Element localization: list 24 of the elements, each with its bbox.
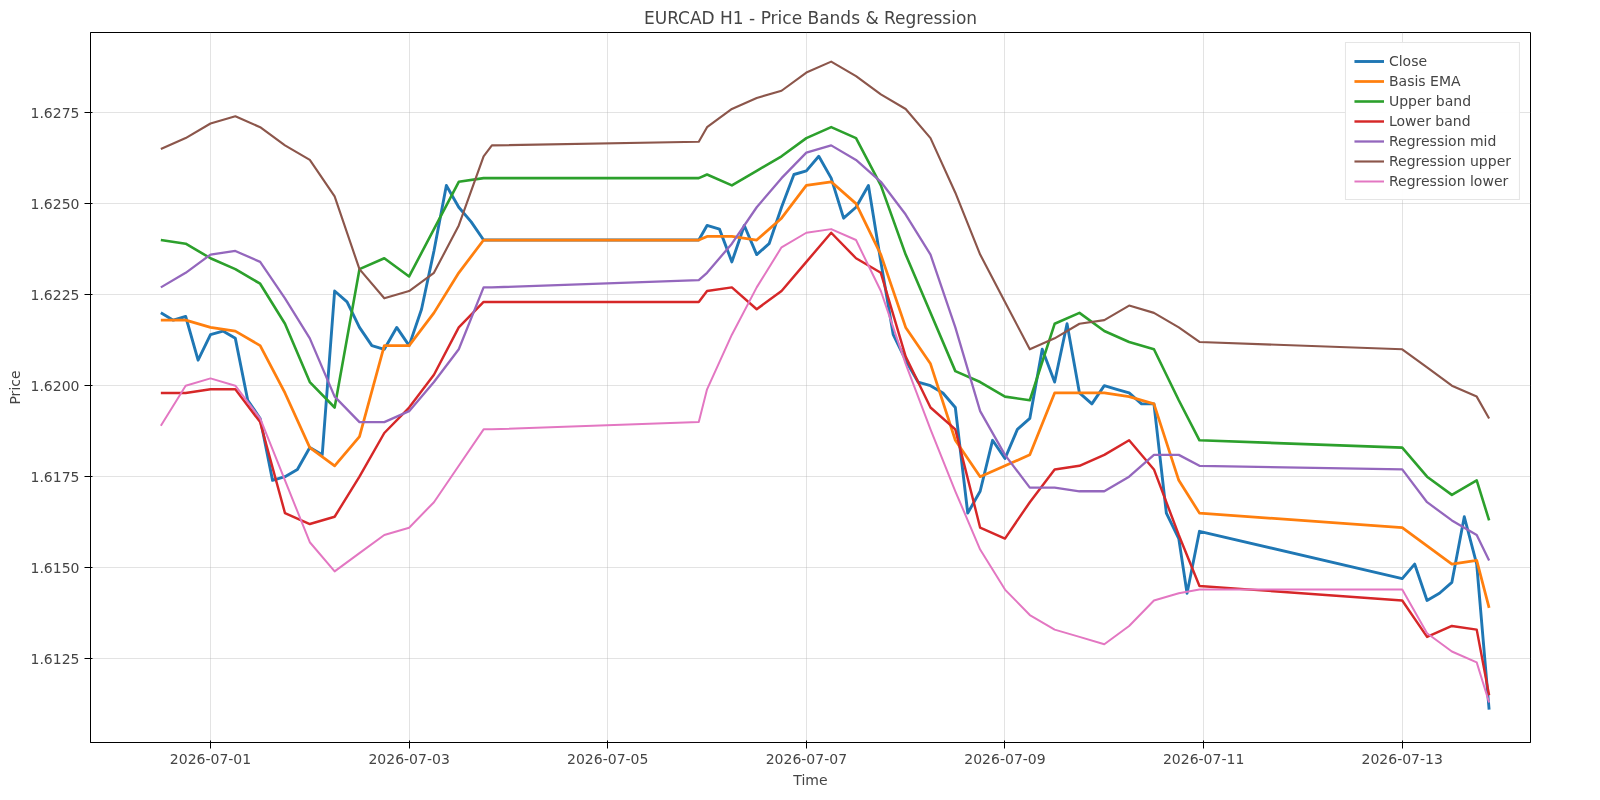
x-tick-label: 2026-07-01: [169, 750, 252, 767]
x-tick-label: 2026-07-05: [567, 750, 649, 767]
y-tick-label: 1.6175: [30, 468, 80, 485]
x-tick-label: 2026-07-09: [964, 750, 1046, 767]
legend-label: Upper band: [1388, 92, 1472, 110]
y-tick-label: 1.6275: [30, 104, 80, 121]
legend-label: Close: [1388, 52, 1428, 70]
y-tick-label: 1.6150: [30, 559, 80, 576]
legend-label: Regression upper: [1388, 152, 1511, 170]
x-axis-title: Time: [792, 771, 828, 788]
y-tick-label: 1.6125: [30, 650, 80, 667]
y-tick-label: 1.6200: [30, 377, 80, 394]
x-tick-label: 2026-07-07: [765, 750, 848, 767]
legend-label: Lower band: [1388, 112, 1471, 130]
x-tick-label: 2026-07-11: [1162, 750, 1245, 767]
y-axis-title: Price: [6, 370, 23, 405]
x-tick-label: 2026-07-03: [368, 750, 450, 767]
chart-title: EURCAD H1 - Price Bands & Regression: [643, 7, 978, 28]
legend-label: Basis EMA: [1388, 72, 1461, 90]
legend-label: Regression lower: [1388, 172, 1509, 190]
y-tick-label: 1.6225: [30, 286, 80, 303]
legend-label: Regression mid: [1388, 132, 1497, 150]
y-tick-label: 1.6250: [30, 195, 80, 212]
x-tick-label: 2026-07-13: [1361, 750, 1443, 767]
